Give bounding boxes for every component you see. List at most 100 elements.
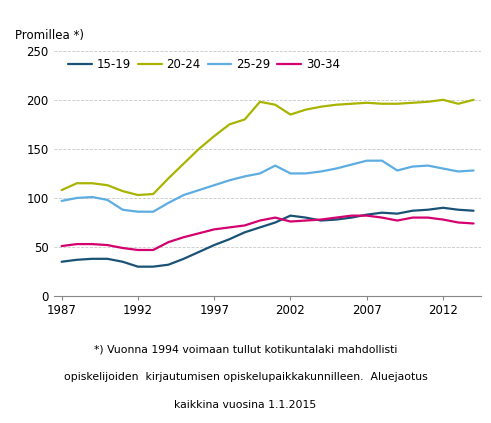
30-34: [470, 221, 476, 226]
25-29: [226, 178, 232, 183]
25-29: [135, 209, 141, 214]
20-24: [181, 161, 187, 166]
20-24: [470, 97, 476, 102]
25-29: [89, 195, 95, 200]
30-34: [288, 219, 294, 224]
Line: 15-19: 15-19: [62, 208, 473, 266]
25-29: [196, 187, 202, 192]
30-34: [425, 215, 431, 220]
25-29: [409, 164, 415, 169]
25-29: [394, 168, 400, 173]
30-34: [440, 217, 446, 222]
Text: opiskelijoiden  kirjautumisen opiskelupaikkakunnilleen.  Aluejaotus: opiskelijoiden kirjautumisen opiskelupai…: [64, 372, 427, 382]
20-24: [303, 107, 309, 112]
30-34: [181, 235, 187, 240]
15-19: [394, 211, 400, 216]
15-19: [349, 215, 355, 220]
30-34: [242, 223, 247, 228]
30-34: [150, 247, 156, 253]
20-24: [74, 181, 80, 186]
20-24: [349, 101, 355, 106]
20-24: [425, 99, 431, 104]
15-19: [181, 256, 187, 261]
Text: *) Vuonna 1994 voimaan tullut kotikuntalaki mahdollisti: *) Vuonna 1994 voimaan tullut kotikuntal…: [94, 345, 397, 355]
15-19: [242, 230, 247, 235]
30-34: [303, 218, 309, 223]
20-24: [196, 146, 202, 151]
25-29: [318, 169, 324, 174]
20-24: [211, 134, 217, 139]
20-24: [409, 100, 415, 105]
15-19: [273, 220, 278, 225]
15-19: [409, 208, 415, 213]
15-19: [120, 259, 126, 264]
30-34: [211, 227, 217, 232]
20-24: [89, 181, 95, 186]
30-34: [105, 242, 110, 247]
25-29: [150, 209, 156, 214]
30-34: [364, 213, 370, 218]
20-24: [394, 101, 400, 106]
15-19: [318, 218, 324, 223]
15-19: [257, 225, 263, 230]
30-34: [89, 242, 95, 247]
30-34: [120, 245, 126, 250]
20-24: [242, 117, 247, 122]
15-19: [303, 215, 309, 220]
15-19: [470, 208, 476, 213]
Line: 30-34: 30-34: [62, 216, 473, 250]
20-24: [440, 97, 446, 102]
20-24: [455, 101, 461, 106]
20-24: [135, 192, 141, 198]
25-29: [379, 158, 385, 163]
30-34: [74, 242, 80, 247]
30-34: [135, 247, 141, 253]
20-24: [379, 101, 385, 106]
30-34: [379, 215, 385, 220]
15-19: [379, 210, 385, 215]
20-24: [105, 183, 110, 188]
20-24: [226, 122, 232, 127]
30-34: [455, 220, 461, 225]
15-19: [59, 259, 65, 264]
25-29: [211, 183, 217, 188]
20-24: [333, 102, 339, 107]
15-19: [211, 242, 217, 247]
15-19: [135, 264, 141, 269]
15-19: [226, 236, 232, 242]
30-34: [273, 215, 278, 220]
Line: 25-29: 25-29: [62, 161, 473, 212]
20-24: [364, 100, 370, 105]
15-19: [196, 250, 202, 255]
Legend: 15-19, 20-24, 25-29, 30-34: 15-19, 20-24, 25-29, 30-34: [68, 58, 340, 71]
15-19: [455, 207, 461, 212]
25-29: [273, 163, 278, 168]
20-24: [59, 187, 65, 192]
15-19: [89, 256, 95, 261]
25-29: [257, 171, 263, 176]
25-29: [333, 166, 339, 171]
25-29: [455, 169, 461, 174]
15-19: [105, 256, 110, 261]
15-19: [333, 217, 339, 222]
25-29: [470, 168, 476, 173]
25-29: [440, 166, 446, 171]
20-24: [257, 99, 263, 104]
30-34: [333, 215, 339, 220]
25-29: [105, 198, 110, 203]
30-34: [59, 244, 65, 249]
30-34: [349, 213, 355, 218]
15-19: [364, 212, 370, 217]
25-29: [364, 158, 370, 163]
25-29: [242, 174, 247, 179]
25-29: [349, 162, 355, 167]
15-19: [165, 262, 171, 267]
Text: Promillea *): Promillea *): [15, 29, 84, 42]
25-29: [303, 171, 309, 176]
30-34: [409, 215, 415, 220]
15-19: [74, 257, 80, 262]
25-29: [120, 207, 126, 212]
30-34: [318, 217, 324, 222]
15-19: [288, 213, 294, 218]
30-34: [394, 218, 400, 223]
